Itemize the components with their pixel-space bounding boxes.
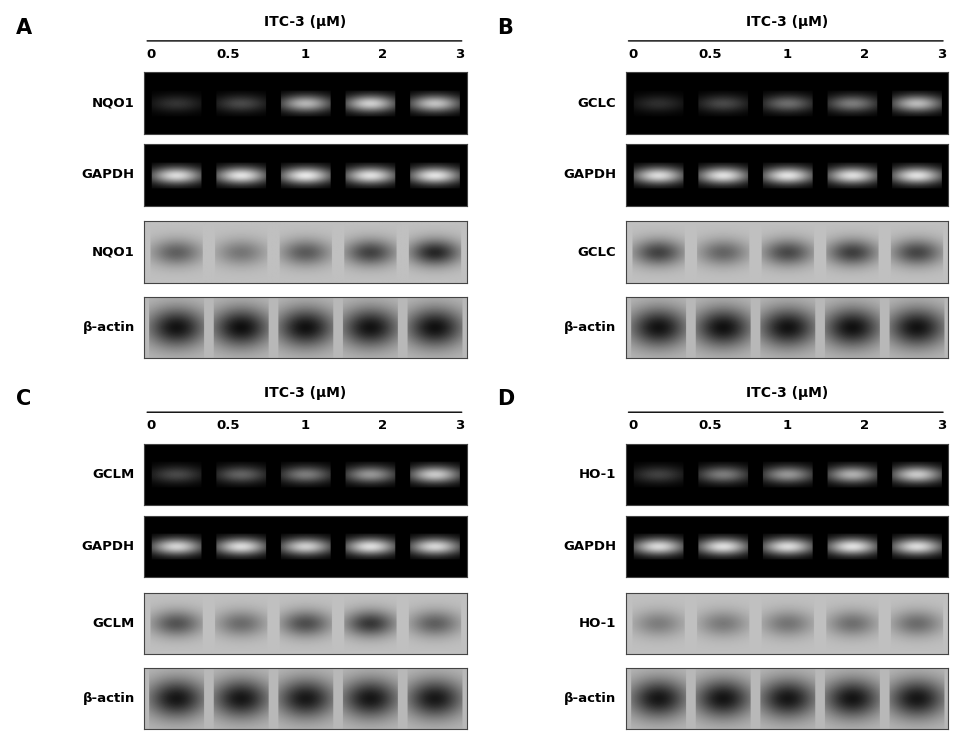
Text: 0: 0 bbox=[147, 48, 156, 61]
Text: 0: 0 bbox=[628, 48, 637, 61]
Text: ITC-3 (μM): ITC-3 (μM) bbox=[746, 386, 828, 400]
Text: 0.5: 0.5 bbox=[698, 419, 721, 432]
Text: β-actin: β-actin bbox=[564, 321, 617, 334]
Text: GCLM: GCLM bbox=[93, 617, 135, 630]
Text: 3: 3 bbox=[937, 419, 946, 432]
Text: GAPDH: GAPDH bbox=[82, 539, 135, 553]
Text: GCLC: GCLC bbox=[578, 97, 617, 109]
Text: 2: 2 bbox=[378, 419, 387, 432]
Text: GAPDH: GAPDH bbox=[563, 539, 617, 553]
Text: β-actin: β-actin bbox=[83, 321, 135, 334]
Text: GAPDH: GAPDH bbox=[82, 168, 135, 182]
Text: 1: 1 bbox=[301, 48, 310, 61]
Text: D: D bbox=[497, 389, 515, 409]
Text: β-actin: β-actin bbox=[83, 692, 135, 705]
Text: 0.5: 0.5 bbox=[698, 48, 721, 61]
Text: 2: 2 bbox=[378, 48, 387, 61]
Text: B: B bbox=[497, 18, 513, 38]
Text: 0.5: 0.5 bbox=[217, 419, 240, 432]
Text: 3: 3 bbox=[455, 419, 464, 432]
Text: β-actin: β-actin bbox=[564, 692, 617, 705]
Text: 1: 1 bbox=[783, 48, 791, 61]
Text: ITC-3 (μM): ITC-3 (μM) bbox=[264, 386, 347, 400]
Text: 0.5: 0.5 bbox=[217, 48, 240, 61]
Text: ITC-3 (μM): ITC-3 (μM) bbox=[264, 15, 347, 28]
Text: 3: 3 bbox=[937, 48, 946, 61]
Text: NQO1: NQO1 bbox=[92, 97, 135, 109]
Text: C: C bbox=[16, 389, 31, 409]
Text: GCLM: GCLM bbox=[93, 468, 135, 481]
Text: HO-1: HO-1 bbox=[579, 617, 617, 630]
Text: 0: 0 bbox=[147, 419, 156, 432]
Text: NQO1: NQO1 bbox=[92, 246, 135, 259]
Text: GCLC: GCLC bbox=[578, 246, 617, 259]
Text: A: A bbox=[16, 18, 32, 38]
Text: 2: 2 bbox=[859, 419, 869, 432]
Text: 2: 2 bbox=[859, 48, 869, 61]
Text: HO-1: HO-1 bbox=[579, 468, 617, 481]
Text: 1: 1 bbox=[783, 419, 791, 432]
Text: 1: 1 bbox=[301, 419, 310, 432]
Text: ITC-3 (μM): ITC-3 (μM) bbox=[746, 15, 828, 28]
Text: 3: 3 bbox=[455, 48, 464, 61]
Text: 0: 0 bbox=[628, 419, 637, 432]
Text: GAPDH: GAPDH bbox=[563, 168, 617, 182]
